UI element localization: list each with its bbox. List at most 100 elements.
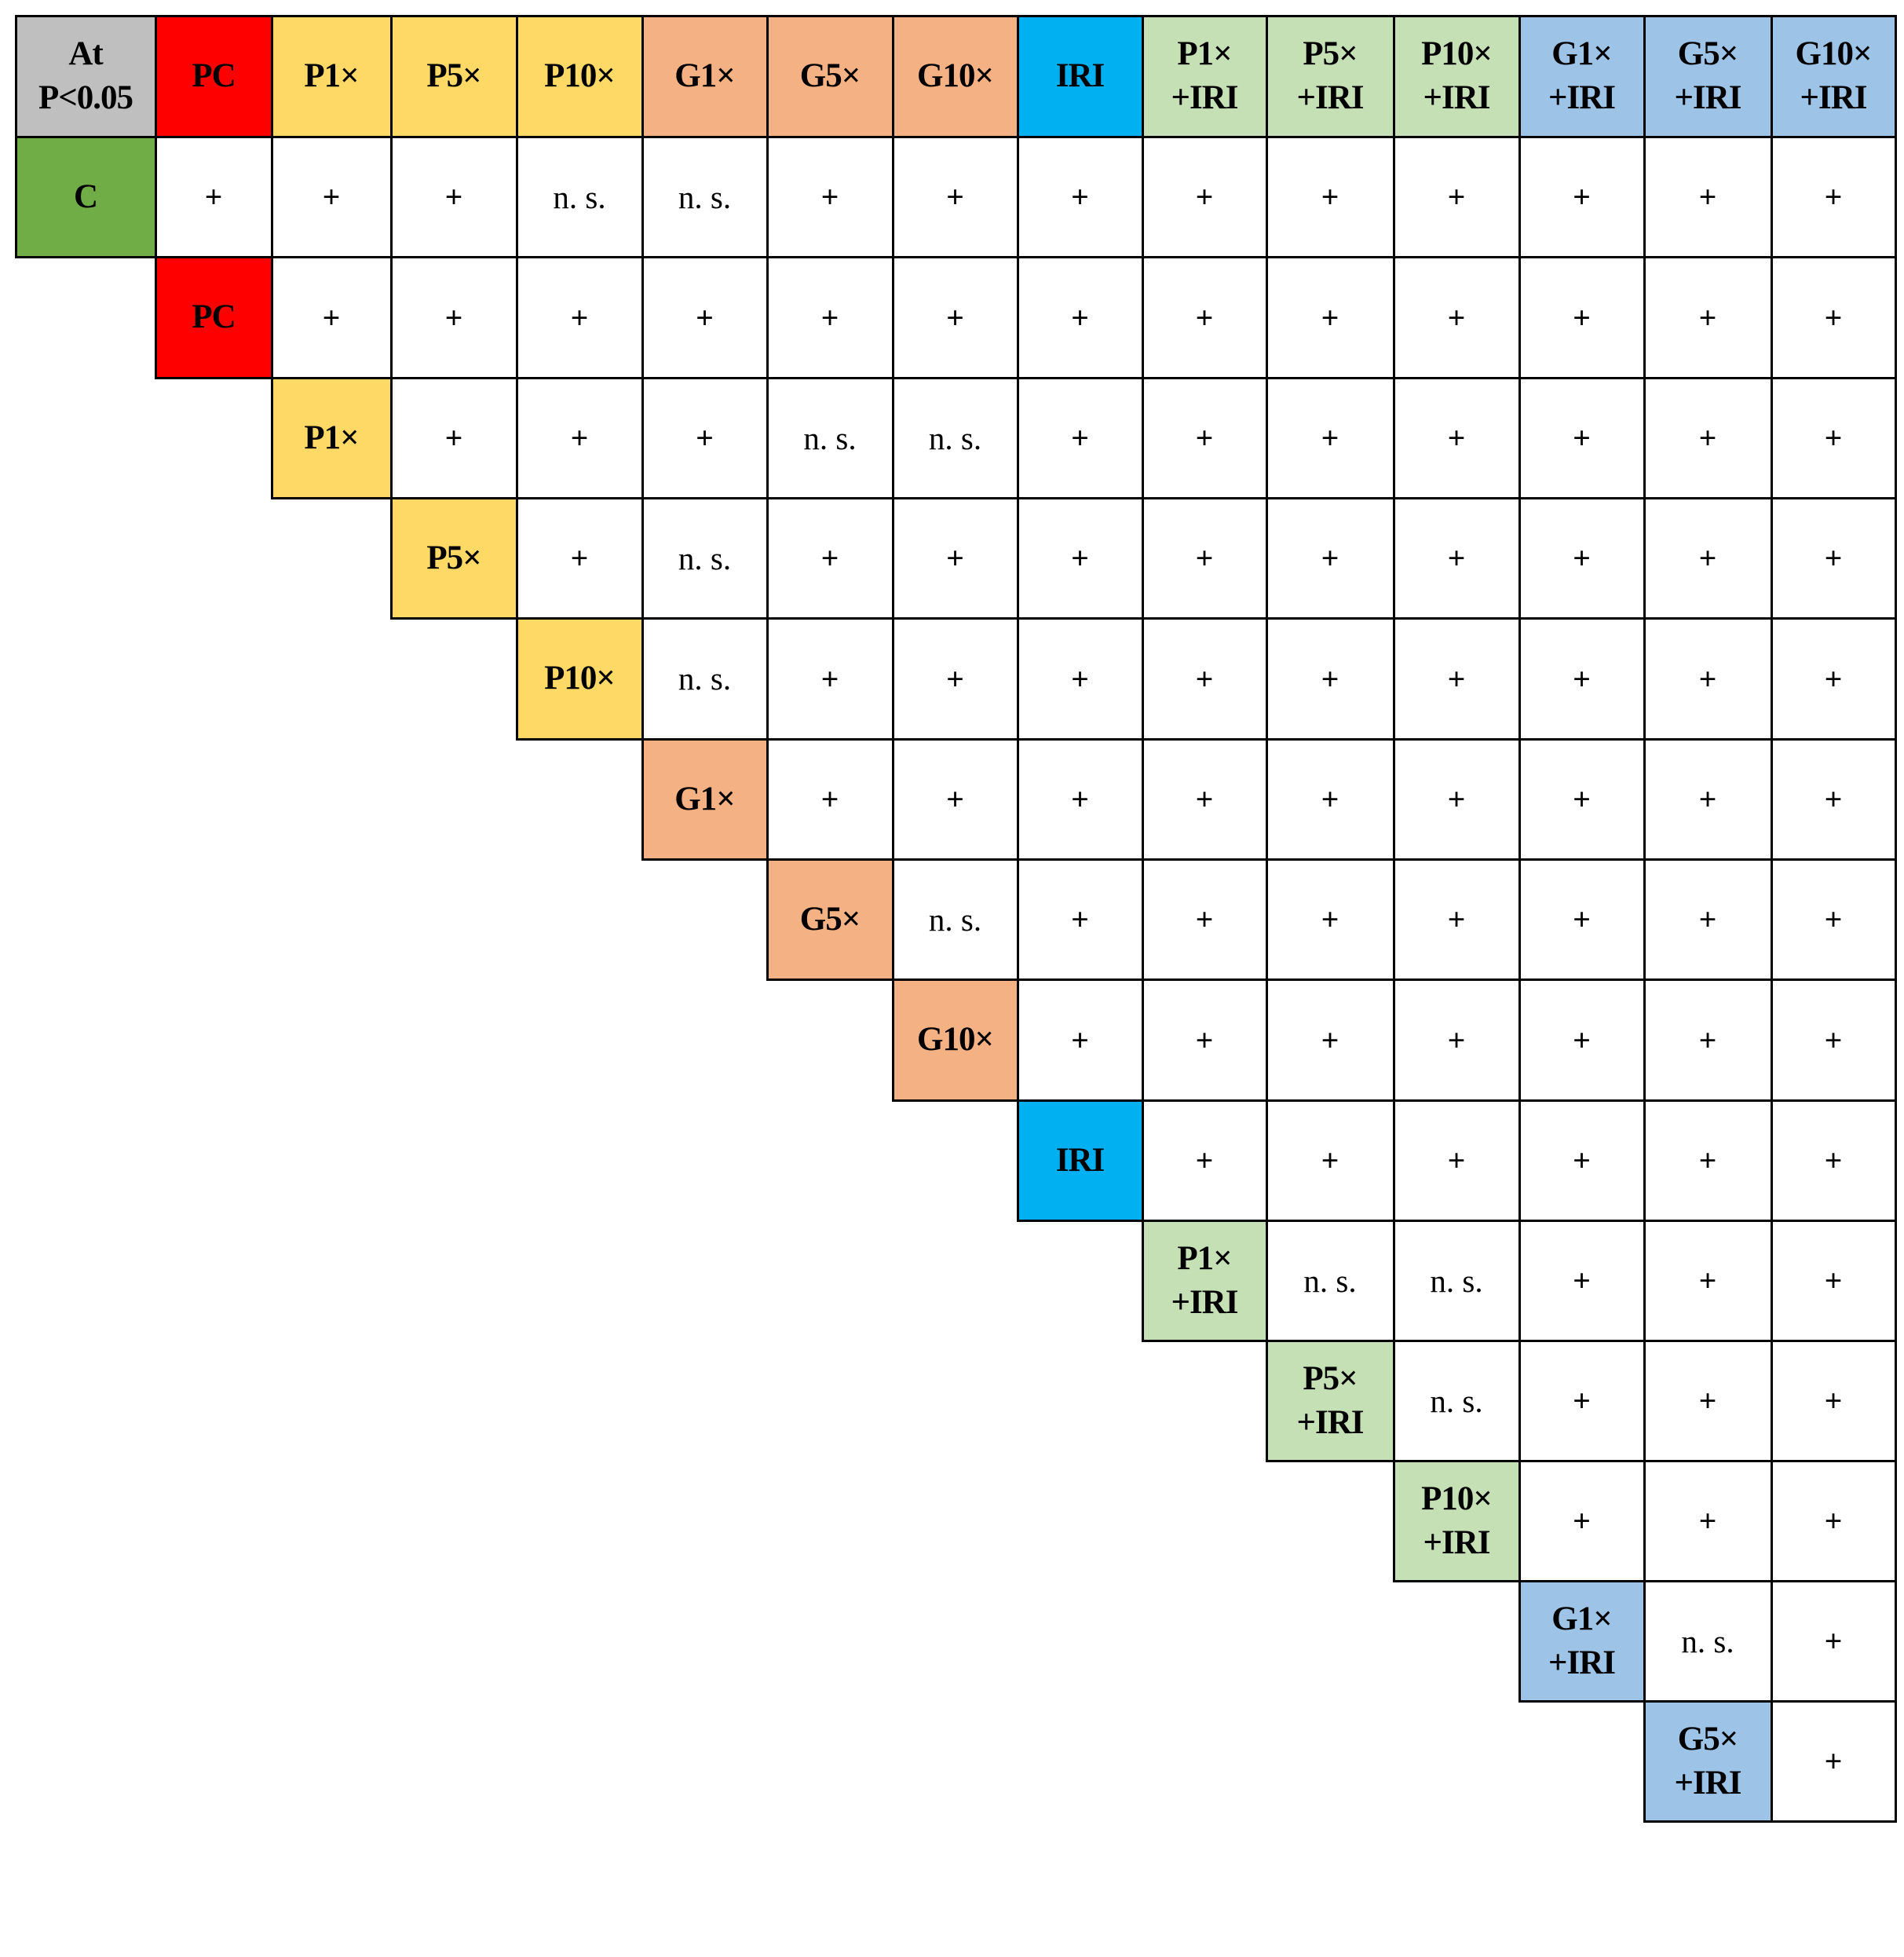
significant-cell: + [1518,496,1646,620]
cell-value: + [1698,902,1717,937]
cell-value: + [1573,1143,1591,1178]
cell-value: + [1195,1022,1214,1058]
row-header-line1: P1× [304,419,359,456]
row-header-line1: G1× [674,780,735,818]
significant-cell: + [1770,255,1897,379]
row-header-line1: IRI [1055,1141,1105,1179]
cell-value: + [696,299,714,335]
cell-value: + [1195,660,1214,697]
cell-value: + [1447,1143,1466,1178]
cell-value: + [1698,420,1717,455]
row-header-line1: G10× [917,1021,994,1059]
cell-value: + [820,781,839,817]
cell-value: + [1824,179,1843,214]
cell-value: + [1824,1143,1843,1178]
significant-cell: + [1643,135,1773,258]
column-header: G5× +IRI [1643,14,1773,138]
significant-cell: + [891,496,1019,620]
significant-cell: + [766,135,894,258]
row-header: G5× +IRI [1643,1699,1773,1823]
significant-cell: + [891,135,1019,258]
cell-value: n. s. [678,540,732,576]
significant-cell: + [1265,255,1395,379]
cell-value: n. s. [553,178,606,215]
row-header: G5× [766,858,894,981]
column-header-line1: IRI [1055,57,1105,95]
significant-cell: + [515,255,644,379]
cell-value: + [1071,299,1089,335]
cell-value: + [1698,540,1717,576]
column-header-line2: +IRI [1674,79,1741,116]
column-header: P5× +IRI [1265,14,1395,138]
cell-value: + [1824,540,1843,576]
not-significant-cell: n. s. [641,135,769,258]
cell-value: + [1195,781,1214,817]
significant-cell: + [1643,1459,1773,1582]
row-header-line2: +IRI [1296,1403,1364,1441]
cell-value: + [1447,1022,1466,1058]
significant-cell: + [891,616,1019,741]
column-header-line1: G1× [674,57,735,95]
column-header: P10× [515,14,644,138]
significant-cell: + [1518,858,1646,981]
column-header: G5× [766,14,894,138]
cell-value: n. s. [1430,1262,1483,1299]
significant-cell: + [1016,496,1144,620]
significant-cell: + [1770,978,1897,1102]
cell-value: + [1573,1383,1591,1418]
significant-cell: + [1016,737,1144,861]
significant-cell: + [1141,496,1268,620]
row-header: P1× +IRI [1141,1219,1268,1342]
significant-cell: + [1770,1579,1897,1703]
significant-cell: + [1643,1099,1773,1222]
cell-value: + [1447,540,1466,576]
significant-cell: + [1016,978,1144,1102]
column-header-line1: P10× [544,57,616,95]
cell-value: n. s. [678,178,732,215]
significant-cell: + [1770,616,1897,741]
not-significant-cell: n. s. [766,376,894,499]
cell-value: + [570,420,589,455]
significant-cell: + [1265,496,1395,620]
significant-cell: + [1265,1099,1395,1222]
significant-cell: + [1392,255,1521,379]
corner-header-line1: At [68,35,103,73]
cell-value: n. s. [928,901,982,938]
cell-value: + [1071,1022,1089,1058]
column-header-line2: +IRI [1800,79,1867,116]
significant-cell: + [1141,858,1268,981]
column-header: P1× +IRI [1141,14,1268,138]
column-header: IRI [1016,14,1144,138]
significant-cell: + [389,255,518,379]
significant-cell: + [1518,376,1646,499]
significant-cell: + [1265,978,1395,1102]
cell-value: + [1195,420,1214,455]
significant-cell: + [1518,1459,1646,1582]
cell-value: + [1698,1143,1717,1178]
not-significant-cell: n. s. [641,616,769,741]
significant-cell: + [270,255,393,379]
significant-cell: + [1643,978,1773,1102]
significant-cell: + [1518,1219,1646,1342]
column-header-line1: G1× [1551,35,1612,73]
cell-value: + [1573,179,1591,214]
significant-cell: + [1770,737,1897,861]
column-header: G1× +IRI [1518,14,1646,138]
cell-value: + [1071,179,1089,214]
row-header: P5× +IRI [1265,1339,1395,1462]
row-header-line2: +IRI [1548,1644,1616,1681]
cell-value: n. s. [928,419,982,456]
significant-cell: + [154,135,273,258]
cell-value: + [1071,781,1089,817]
significant-cell: + [1643,496,1773,620]
significant-cell: + [1392,978,1521,1102]
cell-value: + [1321,299,1339,335]
column-header: PC [154,14,273,138]
significant-cell: + [1643,255,1773,379]
cell-value: + [1321,540,1339,576]
significant-cell: + [1016,376,1144,499]
cell-value: + [1321,1143,1339,1178]
row-header: P10× +IRI [1392,1459,1521,1582]
significant-cell: + [891,255,1019,379]
